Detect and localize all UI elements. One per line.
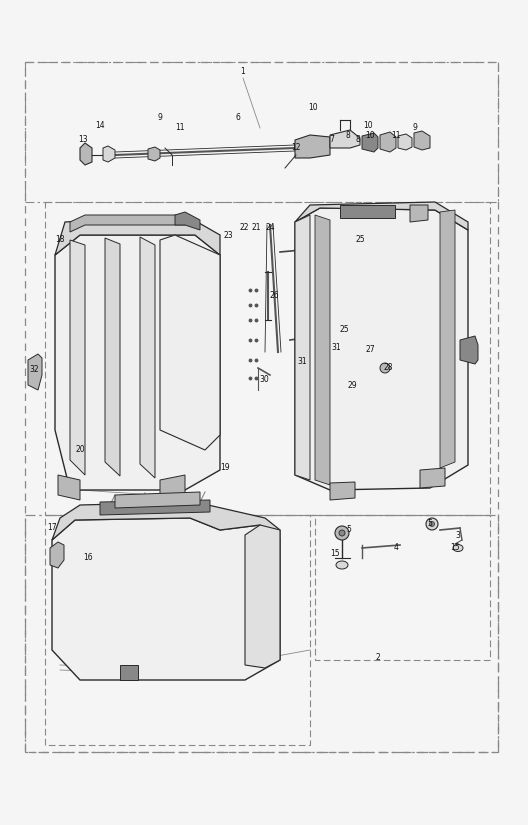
Text: 16: 16: [83, 554, 93, 563]
Text: 2: 2: [375, 653, 380, 662]
Polygon shape: [330, 130, 360, 148]
Polygon shape: [55, 235, 220, 490]
Text: 15: 15: [330, 549, 340, 559]
Polygon shape: [315, 215, 330, 485]
Polygon shape: [70, 240, 85, 475]
Polygon shape: [70, 215, 185, 232]
Text: 5: 5: [346, 526, 352, 535]
Polygon shape: [460, 336, 478, 364]
Polygon shape: [414, 131, 430, 150]
Text: 8: 8: [346, 130, 351, 139]
Polygon shape: [410, 205, 428, 222]
Polygon shape: [100, 500, 210, 515]
Polygon shape: [340, 205, 395, 218]
Text: 19: 19: [220, 464, 230, 473]
Text: 18: 18: [55, 235, 65, 244]
Ellipse shape: [453, 544, 463, 551]
Polygon shape: [50, 542, 64, 568]
Text: 13: 13: [78, 135, 88, 144]
Text: 6: 6: [235, 114, 240, 122]
Text: 27: 27: [365, 346, 375, 355]
Text: 31: 31: [297, 357, 307, 366]
Text: 22: 22: [239, 224, 249, 233]
Polygon shape: [420, 468, 445, 488]
Text: 7: 7: [329, 135, 334, 144]
Circle shape: [426, 518, 438, 530]
Polygon shape: [58, 475, 80, 500]
Text: 9: 9: [157, 114, 163, 122]
Text: 10: 10: [365, 130, 375, 139]
Text: 20: 20: [75, 446, 85, 455]
Polygon shape: [330, 482, 355, 500]
Ellipse shape: [336, 561, 348, 569]
Polygon shape: [105, 238, 120, 476]
Text: 25: 25: [339, 326, 349, 334]
Text: 28: 28: [383, 364, 393, 373]
Polygon shape: [245, 525, 280, 668]
Circle shape: [429, 521, 435, 526]
Text: 32: 32: [29, 365, 39, 375]
Polygon shape: [295, 202, 468, 230]
Polygon shape: [52, 518, 280, 680]
Polygon shape: [55, 215, 220, 255]
Polygon shape: [175, 212, 200, 230]
Polygon shape: [440, 210, 455, 468]
Text: 30: 30: [259, 375, 269, 384]
Text: 3: 3: [456, 531, 460, 540]
Polygon shape: [52, 502, 280, 540]
Text: 4: 4: [393, 544, 399, 553]
Circle shape: [339, 530, 345, 536]
Circle shape: [380, 363, 390, 373]
Polygon shape: [103, 146, 115, 162]
Text: 25: 25: [355, 235, 365, 244]
Polygon shape: [160, 475, 185, 500]
Text: 5: 5: [428, 520, 432, 529]
Text: 11: 11: [391, 130, 401, 139]
Text: 10: 10: [363, 121, 373, 130]
Text: 23: 23: [223, 232, 233, 241]
Polygon shape: [148, 147, 160, 161]
Polygon shape: [295, 135, 330, 158]
Text: 12: 12: [291, 144, 301, 153]
Polygon shape: [398, 134, 412, 150]
Text: 24: 24: [265, 224, 275, 233]
Text: 26: 26: [269, 290, 279, 299]
Text: 31: 31: [331, 343, 341, 352]
Text: 29: 29: [347, 380, 357, 389]
Text: 14: 14: [95, 120, 105, 130]
Text: 21: 21: [251, 224, 261, 233]
Text: 15: 15: [450, 544, 460, 553]
Polygon shape: [28, 354, 42, 390]
Polygon shape: [160, 235, 220, 450]
Polygon shape: [362, 133, 378, 152]
Text: 10: 10: [308, 103, 318, 112]
Text: 8: 8: [356, 135, 361, 144]
Polygon shape: [120, 665, 138, 680]
Text: 17: 17: [47, 524, 57, 532]
Polygon shape: [140, 237, 155, 478]
Text: 1: 1: [241, 68, 246, 77]
Polygon shape: [115, 492, 200, 508]
Circle shape: [335, 526, 349, 540]
Polygon shape: [380, 132, 396, 152]
Text: 11: 11: [175, 122, 185, 131]
Polygon shape: [80, 143, 92, 165]
Polygon shape: [295, 208, 468, 490]
Text: 9: 9: [412, 122, 418, 131]
Polygon shape: [295, 215, 310, 480]
